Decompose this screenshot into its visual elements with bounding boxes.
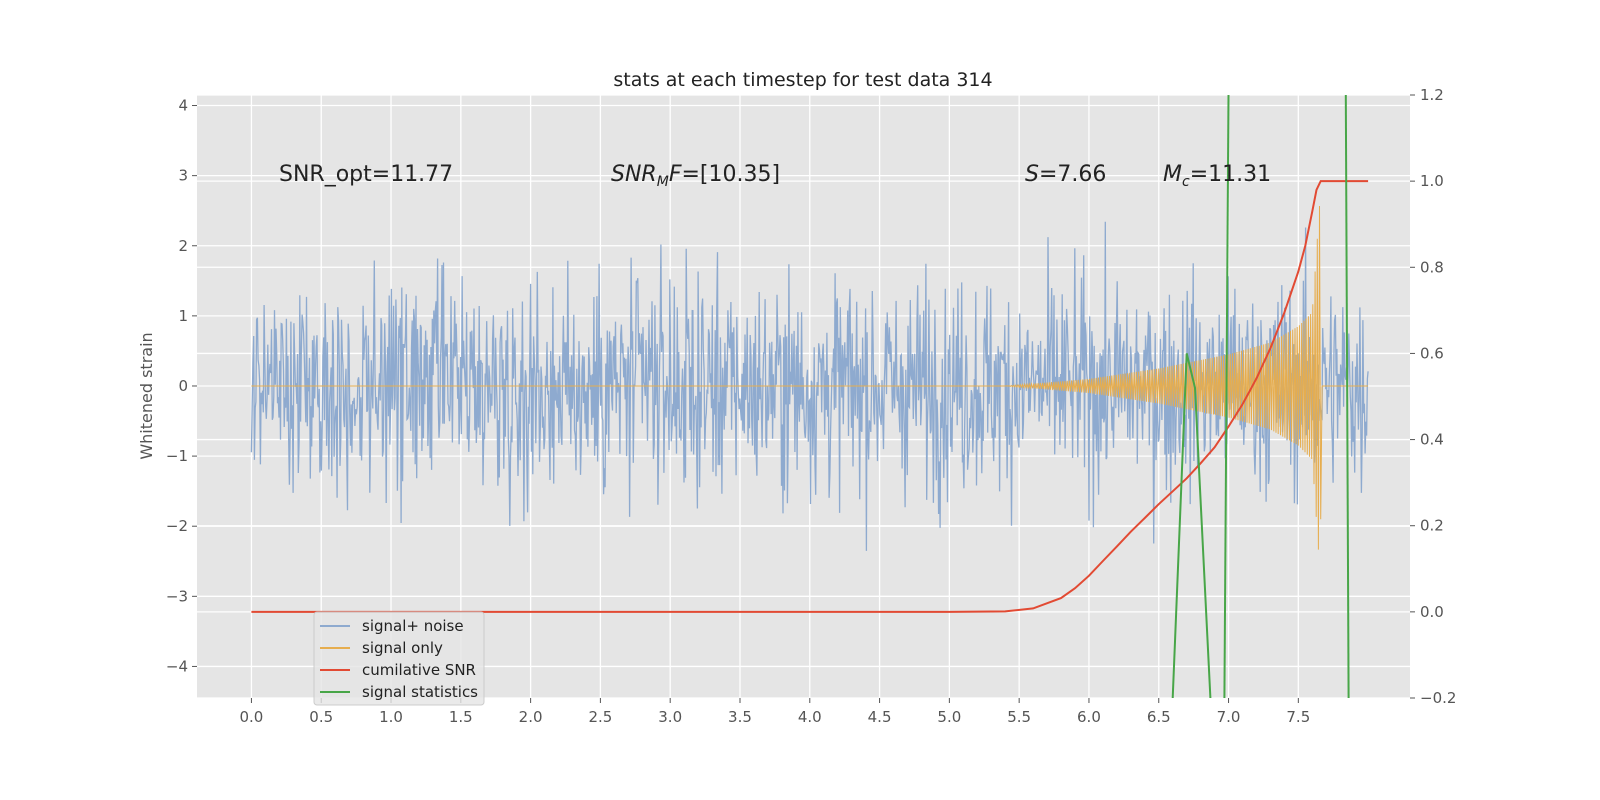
x-tick-label: 2.0 — [519, 708, 543, 726]
annotation-snr-opt: SNR_opt=11.77 — [279, 162, 453, 187]
x-tick-label: 6.0 — [1077, 708, 1101, 726]
y-tick-label: 2 — [178, 237, 188, 255]
y-tick-label: −3 — [166, 587, 188, 605]
y-tick-label: 0 — [178, 377, 188, 395]
annotation-snr-mf: SNRMF=[10.35] — [611, 162, 780, 190]
y2-tick-label: 1.0 — [1420, 172, 1444, 190]
legend-label-stats: signal statistics — [362, 683, 478, 701]
y2-tick-label: 0.0 — [1420, 603, 1444, 621]
x-tick-label: 0.0 — [240, 708, 264, 726]
x-tick-label: 0.5 — [309, 708, 333, 726]
annotation-mc: Mc=11.31 — [1163, 162, 1271, 190]
x-tick-label: 7.0 — [1217, 708, 1241, 726]
x-tick-label: 4.5 — [868, 708, 892, 726]
legend: signal+ noise signal only cumilative SNR… — [313, 611, 485, 706]
y-tick-label: −4 — [166, 657, 188, 675]
y2-tick-label: 1.2 — [1420, 86, 1444, 104]
legend-label-snr: cumilative SNR — [362, 661, 476, 679]
x-tick-label: 7.5 — [1286, 708, 1310, 726]
left-grid — [197, 104, 1410, 668]
signal-statistics-line — [1344, 94, 1350, 699]
signal-statistics-line — [1171, 353, 1212, 699]
y-axis-label: Whitened strain — [137, 332, 156, 459]
y2-tick-label: 0.2 — [1420, 517, 1444, 535]
legend-box — [313, 611, 485, 706]
y-axis-right: 1.2 1.0 0.8 0.6 0.4 0.2 0.0 −0.2 — [1410, 86, 1456, 707]
signal-only-line — [251, 205, 1369, 550]
y-axis-left: 4 3 2 1 0 −1 −2 −3 −4 — [166, 97, 197, 675]
x-axis: 0.0 0.5 1.0 1.5 2.0 2.5 3.0 3.5 4.0 4.5 5.0 5.5 6.0 6… — [240, 698, 1310, 726]
legend-label-noise: signal+ noise — [362, 617, 464, 635]
x-tick-label: 3.5 — [728, 708, 752, 726]
legend-label-signal: signal only — [362, 639, 443, 657]
x-tick-label: 4.0 — [798, 708, 822, 726]
y2-tick-label: 0.4 — [1420, 431, 1444, 449]
cumulative-snr-line — [251, 180, 1369, 613]
x-tick-label: 6.5 — [1147, 708, 1171, 726]
x-tick-label: 5.0 — [937, 708, 961, 726]
y-tick-label: −2 — [166, 517, 188, 535]
annotation-s: S=7.66 — [1025, 162, 1106, 187]
y-tick-label: 3 — [178, 167, 188, 185]
x-tick-label: 2.5 — [588, 708, 612, 726]
x-tick-label: 1.0 — [379, 708, 403, 726]
y2-tick-label: 0.8 — [1420, 258, 1444, 276]
x-tick-label: 3.0 — [658, 708, 682, 726]
y2-tick-label: −0.2 — [1420, 689, 1456, 707]
y2-tick-label: 0.6 — [1420, 344, 1444, 362]
chart-title: stats at each timestep for test data 314 — [613, 69, 992, 91]
y-tick-label: 4 — [178, 97, 188, 115]
x-tick-label: 5.5 — [1007, 708, 1031, 726]
y-tick-label: −1 — [166, 447, 188, 465]
y-tick-label: 1 — [178, 307, 188, 325]
signal-statistics-line — [1223, 94, 1230, 699]
x-tick-label: 1.5 — [449, 708, 473, 726]
